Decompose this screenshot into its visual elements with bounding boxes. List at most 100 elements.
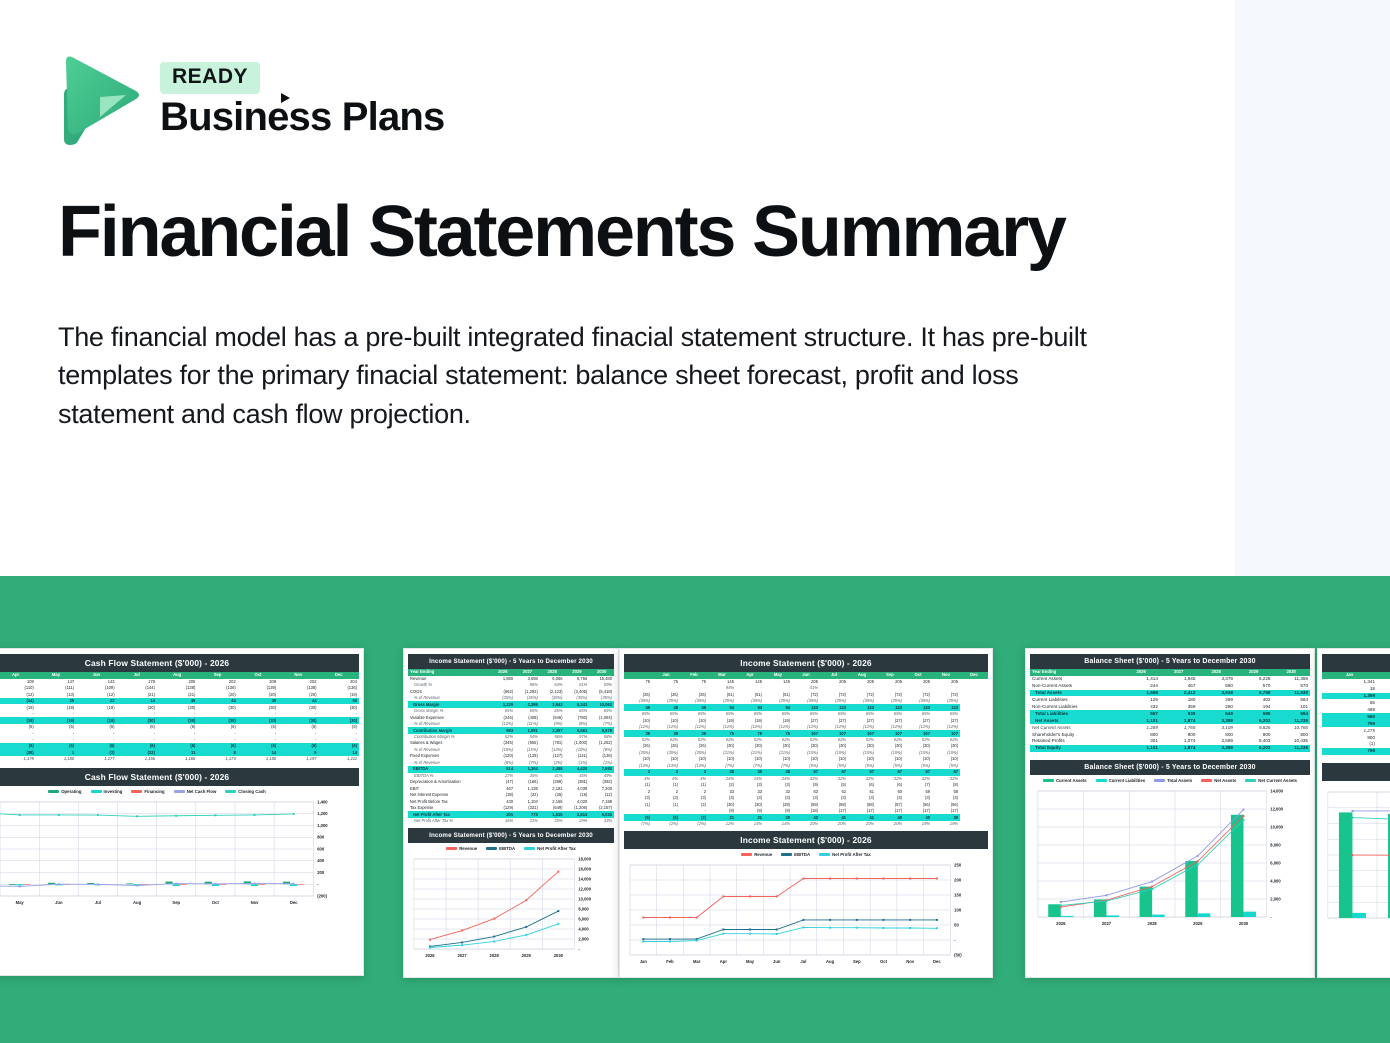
table-cell: 983 [490,727,516,734]
svg-text:Jul: Jul [95,900,101,905]
table-cell: 65% [893,711,902,717]
svg-text:14,000: 14,000 [578,877,591,882]
svg-text:Nov: Nov [906,959,915,964]
table-cell: 65% [949,711,958,717]
svg-text:200: 200 [317,870,325,875]
table-cell: 1,197 [306,756,317,762]
table-cell: 52% [865,736,874,742]
screenshot-balance-sheet-5y[interactable]: Balance Sheet ($'000) - 5 Years to Decem… [1025,648,1315,978]
table-cell: 57% [579,733,588,739]
brand-play-accent-icon [281,92,290,103]
table-cell: 67 [876,769,904,776]
table-row: Contribution Margin 983 1,991 3,397 5,561 8,9… [408,727,614,734]
cash-flow-chart: 1,4001,2001,000800600400200-(200)AprMayJ… [0,796,359,912]
table-cell: 10,766 [1293,724,1308,730]
row-label: Shareholder's Equity [1032,731,1075,737]
table-cell: (12%) [835,724,846,730]
screenshot-income-statement-monthly[interactable]: Income Statement ($'000) - 2026 Jan Feb Ma… [619,648,993,978]
table-cell: (3) [728,795,734,801]
table-cell: (138) [226,685,236,691]
table-cell: 800 [1187,731,1196,737]
svg-text:Jun: Jun [55,900,63,905]
legend-swatch [1154,779,1166,783]
column-header: Feb [1377,672,1390,679]
table-cell: (20) [309,691,317,697]
table-cell: (7%) [603,721,612,727]
table-row: % of Revenue (18%) (15%) (13%) (10%) (8%) [408,747,614,753]
table-cell: 75 [736,730,764,737]
table-cell: (3) [700,795,706,801]
table-cell: (19) [0,717,36,724]
table-cell: (17) [950,808,958,814]
table-cell: (35%) [576,695,588,701]
table-cell: (2%) [553,759,563,765]
table-row: Tax Expense (129) (331) (649) (1,206) (2,157) [408,805,614,811]
table-cell: (35%) [639,749,650,755]
table-row: 49 49 49 94 94 94 133 133 133 133 133 133 [624,704,988,711]
income-5y-chart-title: Income Statement ($'000) - 5 Years to De… [408,828,614,844]
legend-item: Revenue [741,852,772,857]
table-cell: (10%) [576,746,588,752]
table-cell: (30) [147,704,155,710]
table-cell: (6) [896,782,902,788]
table-cell: - [315,711,317,717]
legend-label: Financing [144,788,165,794]
table-cell: 109 [26,678,34,684]
table-cell: 18 [1369,685,1375,691]
table-cell: 9 [278,749,319,757]
row-label: Net Profit Before Tax [410,798,448,804]
svg-text:50: 50 [954,923,959,928]
row-label: Total Assets [1030,689,1123,697]
table-cell: (72) [922,691,930,697]
svg-text:-: - [317,881,319,886]
table-cell: 19% [949,821,958,827]
svg-text:14,000: 14,000 [1270,789,1283,794]
table-cell: (3,405) [574,688,588,694]
table-cell: (3) [812,795,818,801]
balance-monthly-chart-title [1322,763,1390,782]
table-cell: (110) [24,685,34,691]
legend-swatch [1245,779,1257,783]
row-label: Fixed Expenses [410,753,440,759]
table-cell: (109) [105,685,115,691]
row-label: Contribution Margin [408,727,491,734]
table-cell: 6,203 [1234,717,1273,725]
table-cell: (35%) [695,749,706,755]
table-cell: 1,074 [1183,738,1196,744]
column-header: Jun [76,672,117,679]
table-cell: (26) [698,691,706,697]
table-cell: (35%) [779,698,790,704]
table-cell: (15%) [526,746,538,752]
table-cell: 20 [764,814,792,821]
table-cell: 107 [904,730,932,737]
table-cell: 20% [837,821,846,827]
table-cell: 3,938 [1197,689,1235,697]
table-cell: 5,032 [589,811,614,818]
svg-text:800: 800 [317,834,325,839]
table-row: Net Assets 1,101 1,874 3,389 6,203 11,235 [1030,717,1310,725]
screenshot-income-statement-5y[interactable]: Income Statement ($'000) - 5 Years to De… [403,648,619,978]
table-cell: (12%) [891,724,902,730]
table-cell: (3) [784,782,790,788]
table-cell: 27% [504,772,514,778]
column-header: Mar [708,672,736,679]
table-cell: (1,252) [599,740,612,746]
column-header: Feb [680,672,708,679]
svg-text:Sep: Sep [172,900,180,905]
screenshot-cash-flow[interactable]: Cash Flow Statement ($'000) - 2026 Apr Ma… [0,648,364,976]
table-cell: 1,945 [1183,675,1196,681]
table-cell: (8%) [578,721,588,727]
table-cell: 41% [554,772,563,778]
column-header: May [35,672,77,679]
table-cell: 557 [1122,710,1160,718]
table-cell: (6) [230,724,236,730]
table-cell: - [676,685,678,691]
table-cell: (19) [726,717,734,723]
column-header: Nov [932,672,960,679]
table-cell: 301 [490,811,516,818]
table-cell: 205 [867,678,874,684]
table-cell: (51) [782,691,790,697]
table-cell: 39 [624,730,652,737]
table-cell: (5) [652,814,680,821]
